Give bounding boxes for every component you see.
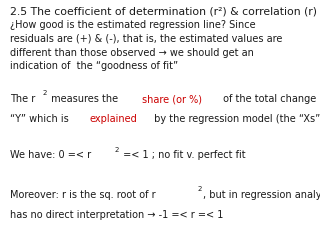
Text: Moreover: r is the sq. root of r: Moreover: r is the sq. root of r — [10, 190, 155, 200]
Text: The r: The r — [10, 94, 35, 104]
Text: 2: 2 — [42, 90, 46, 96]
Text: 2.5 The coefficient of determination (r²) & correlation (r): 2.5 The coefficient of determination (r²… — [10, 6, 316, 16]
Text: =< 1 ; no fit v. perfect fit: =< 1 ; no fit v. perfect fit — [120, 150, 245, 160]
Text: , but in regression analysis: , but in regression analysis — [203, 190, 320, 200]
Text: of the total change in: of the total change in — [220, 94, 320, 104]
Text: ¿How good is the estimated regression line? Since
residuals are (+) & (-), that : ¿How good is the estimated regression li… — [10, 20, 282, 71]
Text: 2: 2 — [114, 147, 119, 153]
Text: share (or %): share (or %) — [142, 94, 202, 104]
Text: “Y” which is: “Y” which is — [10, 114, 71, 124]
Text: explained: explained — [89, 114, 137, 124]
Text: by the regression model (the “Xs”): by the regression model (the “Xs”) — [151, 114, 320, 124]
Text: has no direct interpretation → -1 =< r =< 1: has no direct interpretation → -1 =< r =… — [10, 210, 223, 220]
Text: measures the: measures the — [48, 94, 121, 104]
Text: We have: 0 =< r: We have: 0 =< r — [10, 150, 91, 160]
Text: 2: 2 — [197, 186, 202, 192]
